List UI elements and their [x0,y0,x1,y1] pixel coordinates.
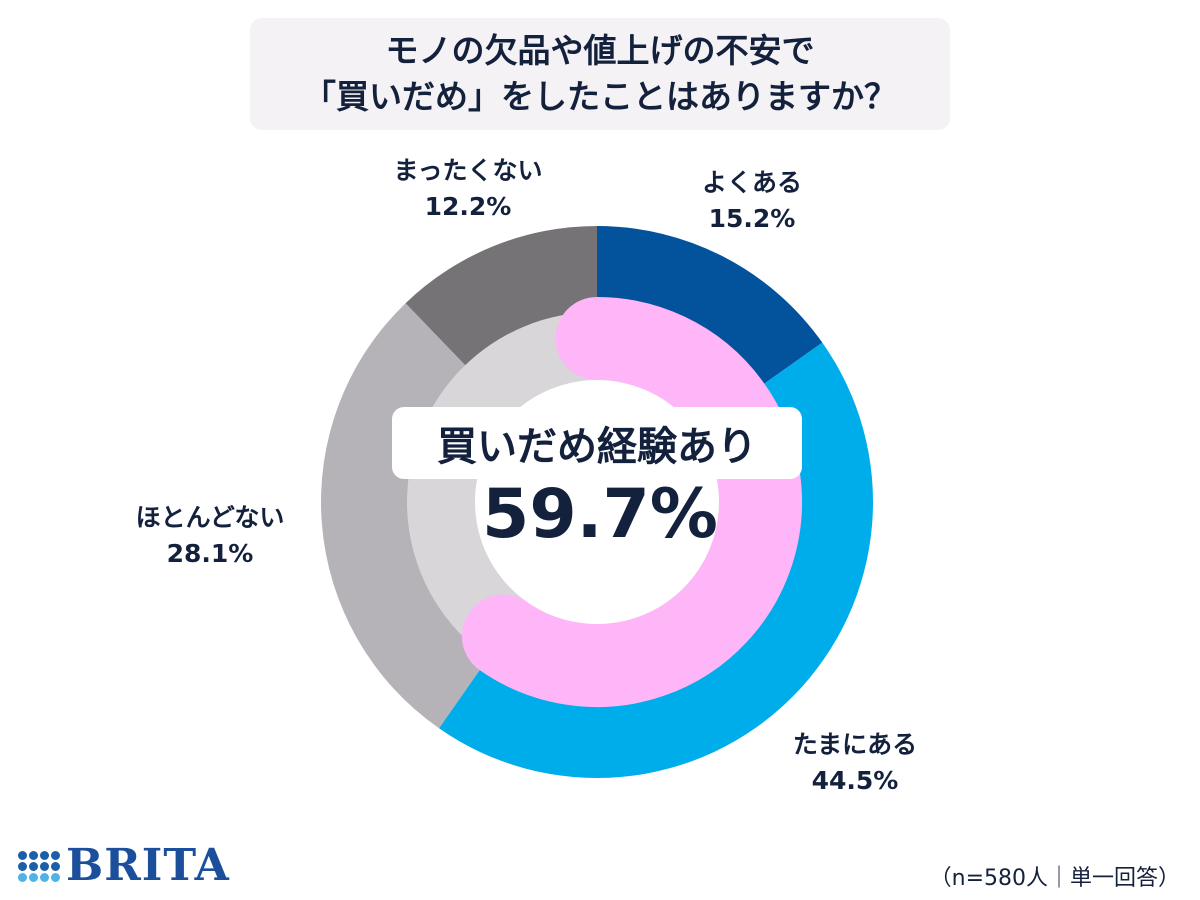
inner-progress-arc [461,297,802,707]
label-hotondonai: ほとんどない 28.1% [100,500,320,572]
label-mattakunai-category: まったくない [393,156,543,185]
brita-logo: BRITA [18,844,230,888]
center-label-box: 買いだめ経験あり [392,407,802,479]
label-yokuaru-category: よくある [701,168,802,197]
label-mattakunai: まったくない 12.2% [368,153,568,225]
title-line-2: 「買いだめ」をしたことはありますか？ [303,77,897,116]
label-mattakunai-value: 12.2% [424,192,512,221]
title-box: モノの欠品や値上げの不安で 「買いだめ」をしたことはありますか？ [250,18,950,130]
label-hotondonai-value: 28.1% [166,539,254,568]
label-tamaniaru-value: 44.5% [811,766,899,795]
sample-note: （n=580人｜単一回答） [929,866,1180,891]
center-label: 買いだめ経験あり [437,424,757,470]
label-tamaniaru-category: たまにある [792,730,918,759]
logo-text: BRITA [66,840,230,891]
logo-dots-icon [18,850,60,882]
label-yokuaru: よくある 15.2% [652,165,852,237]
title-line-1: モノの欠品や値上げの不安で [385,31,815,70]
center-value: 59.7% [482,475,718,554]
label-tamaniaru: たまにある 44.5% [755,727,955,799]
label-hotondonai-category: ほとんどない [135,503,285,532]
label-yokuaru-value: 15.2% [708,204,796,233]
